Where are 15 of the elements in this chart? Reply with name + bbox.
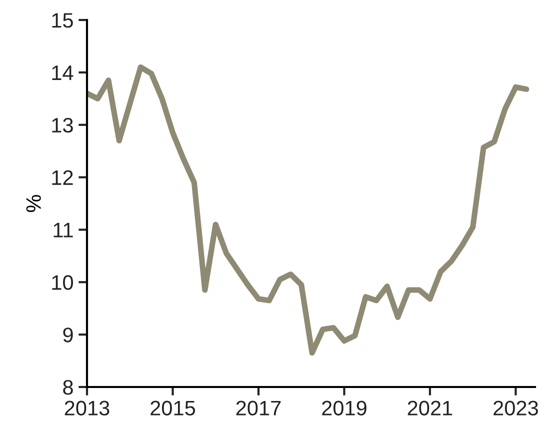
- x-tick-label: 2021: [408, 400, 452, 416]
- y-tick-label: 8: [63, 380, 73, 395]
- x-tick-label: 2015: [150, 400, 196, 416]
- y-tick-label: 12: [52, 170, 73, 185]
- x-tick-label: 2023: [494, 400, 538, 416]
- y-tick-label: 10: [52, 275, 73, 290]
- y-axis-title: %: [26, 194, 41, 212]
- x-tick-label: 2013: [64, 400, 110, 416]
- y-tick-label: 11: [54, 222, 73, 238]
- y-tick-label: 9: [63, 328, 73, 342]
- y-tick-label: 13: [52, 118, 73, 133]
- x-tick-label: 2017: [236, 400, 281, 416]
- x-tick-label: 2019: [322, 400, 366, 416]
- y-tick-label: 15: [52, 13, 73, 28]
- y-tick-label: 14: [52, 66, 74, 80]
